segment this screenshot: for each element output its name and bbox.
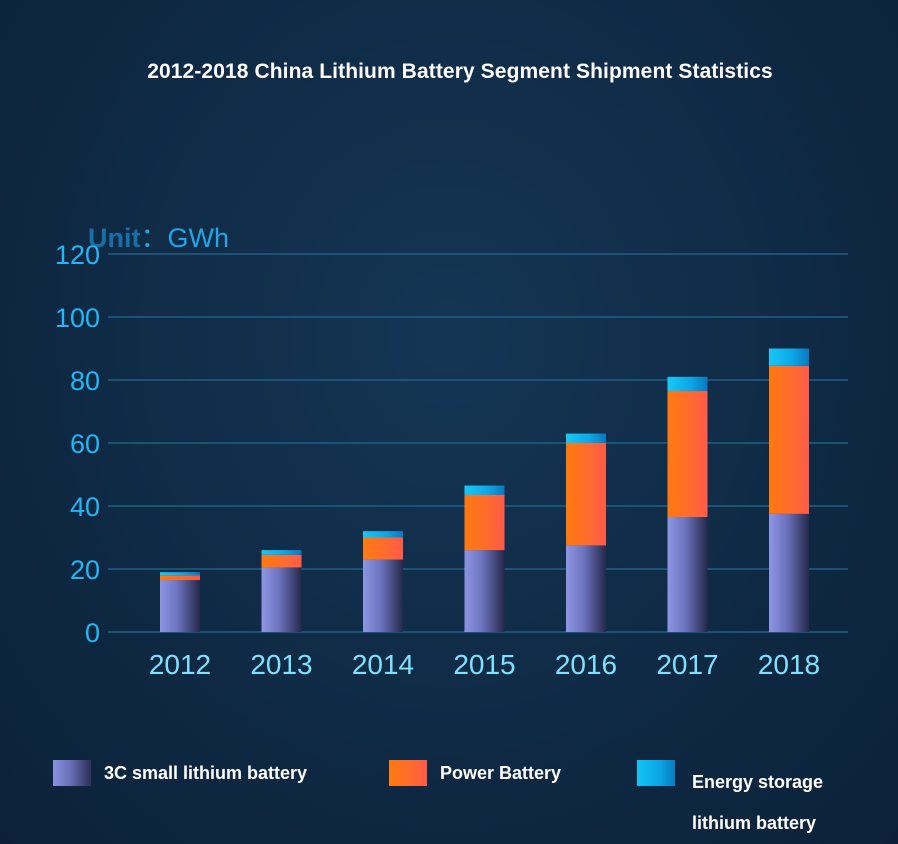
x-tick-label-2016: 2016 <box>555 649 617 680</box>
x-tick-label-2018: 2018 <box>758 649 820 680</box>
bar-3c-2016 <box>566 545 606 632</box>
x-tick-label-2013: 2013 <box>250 649 312 680</box>
chart-title: 2012-2018 China Lithium Battery Segment … <box>147 60 773 83</box>
legend-label-3c: 3C small lithium battery <box>104 763 308 783</box>
y-tick-label-20: 20 <box>70 555 100 585</box>
x-tick-label-2012: 2012 <box>149 649 211 680</box>
bar-power-2014 <box>363 537 403 560</box>
bar-power-2012 <box>160 575 200 581</box>
legend-swatch-3c <box>53 760 91 786</box>
bar-3c-2015 <box>464 550 505 632</box>
y-axis-ticks: 0 20 40 60 80 100 120 <box>55 240 100 648</box>
bar-storage-2015 <box>464 485 505 495</box>
bar-power-2016 <box>566 443 606 546</box>
bar-storage-2012 <box>160 572 200 576</box>
bar-storage-2013 <box>261 550 302 555</box>
bar-power-2013 <box>261 554 302 568</box>
bar-storage-2014 <box>363 531 403 538</box>
x-tick-label-2015: 2015 <box>453 649 515 680</box>
unit-value: ：GWh <box>140 223 229 253</box>
unit-word: Unit <box>88 223 141 253</box>
bar-3c-2018 <box>769 513 809 632</box>
unit-label: Unit：GWh <box>88 216 229 255</box>
y-tick-label-0: 0 <box>85 618 100 648</box>
legend-swatch-power <box>389 760 427 786</box>
legend-label-storage: Energy storage lithium battery <box>692 772 824 833</box>
bar-3c-2013 <box>261 567 302 632</box>
legend-label-power: Power Battery <box>440 763 562 783</box>
x-tick-label-2017: 2017 <box>656 649 718 680</box>
bar-3c-2012 <box>160 580 200 632</box>
legend-swatch-storage <box>637 760 675 786</box>
y-tick-label-40: 40 <box>70 492 100 522</box>
y-tick-label-100: 100 <box>55 303 100 333</box>
x-axis-ticks: 2012 2013 2014 2015 2016 2017 2018 <box>149 649 820 680</box>
x-tick-label-2014: 2014 <box>352 649 414 680</box>
bars <box>160 348 809 632</box>
bar-3c-2014 <box>363 559 403 632</box>
bar-power-2018 <box>769 365 809 514</box>
bar-storage-2018 <box>769 348 809 366</box>
bar-3c-2017 <box>667 517 708 632</box>
y-tick-label-60: 60 <box>70 429 100 459</box>
bar-storage-2017 <box>667 376 708 392</box>
y-tick-label-80: 80 <box>70 366 100 396</box>
bar-power-2017 <box>667 391 708 518</box>
y-tick-label-120: 120 <box>55 240 100 270</box>
bar-storage-2016 <box>566 433 606 443</box>
bar-power-2015 <box>464 494 505 551</box>
